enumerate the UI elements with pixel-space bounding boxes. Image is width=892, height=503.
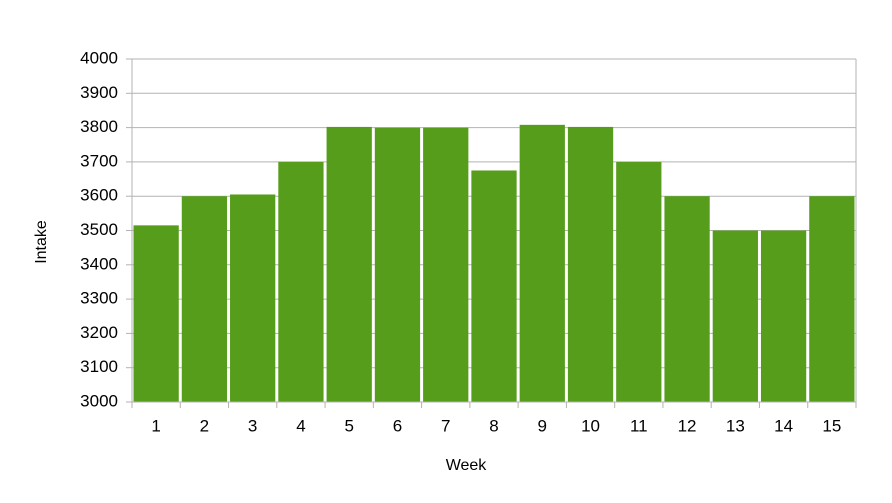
y-tick-label: 3500: [80, 220, 118, 239]
bar: [278, 161, 324, 402]
x-tick-label: 14: [774, 416, 793, 435]
x-tick-label: 1: [151, 416, 160, 435]
x-tick-label: 9: [538, 416, 547, 435]
bar: [809, 196, 855, 402]
bar: [326, 126, 372, 402]
bar: [567, 126, 614, 402]
x-tick-label: 8: [489, 416, 498, 435]
y-tick-label: 3900: [80, 83, 118, 102]
x-tick-label: 4: [296, 416, 305, 435]
bar: [471, 170, 517, 402]
x-tick-label: 2: [200, 416, 209, 435]
y-tick-label: 3600: [80, 186, 118, 205]
x-axis-title: Week: [446, 457, 488, 474]
bar: [616, 161, 662, 402]
y-tick-label: 3200: [80, 323, 118, 342]
x-tick-label: 15: [822, 416, 841, 435]
bar: [519, 124, 565, 402]
y-tick-label: 3700: [80, 151, 118, 170]
x-tick-label: 10: [581, 416, 600, 435]
y-tick-label: 3300: [80, 289, 118, 308]
bar: [181, 196, 228, 402]
bar: [133, 225, 179, 402]
x-tick-label: 13: [726, 416, 745, 435]
x-tick-label: 3: [248, 416, 257, 435]
y-tick-label: 3800: [80, 117, 118, 136]
bar: [712, 230, 758, 402]
x-tick-label: 12: [678, 416, 697, 435]
bar: [374, 127, 421, 402]
bar: [760, 230, 807, 402]
x-tick-label: 7: [441, 416, 450, 435]
y-axis-title: Intake: [33, 220, 50, 264]
y-tick-label: 3100: [80, 357, 118, 376]
y-tick-label: 4000: [80, 48, 118, 67]
bar: [230, 194, 276, 402]
y-tick-label: 3400: [80, 254, 118, 273]
x-tick-label: 5: [344, 416, 353, 435]
x-tick-label: 11: [630, 416, 648, 435]
y-tick-label: 3000: [80, 391, 118, 410]
bar: [423, 127, 469, 402]
bar: [664, 196, 710, 402]
x-tick-label: 6: [393, 416, 402, 435]
